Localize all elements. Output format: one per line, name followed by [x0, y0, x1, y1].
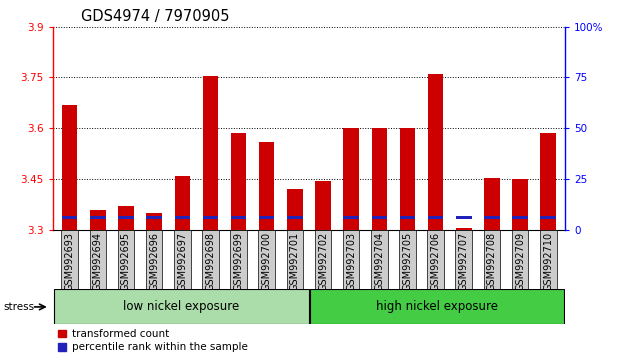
Bar	[90, 216, 106, 219]
Text: GSM992696: GSM992696	[149, 232, 159, 291]
Bar	[147, 216, 162, 219]
Bar	[371, 128, 387, 230]
Bar	[147, 213, 162, 230]
Bar	[315, 181, 331, 230]
Bar	[371, 216, 387, 219]
Bar	[428, 74, 443, 230]
Text: GSM992704: GSM992704	[374, 232, 384, 291]
Text: GSM992706: GSM992706	[430, 232, 441, 291]
Bar	[400, 216, 415, 219]
Bar	[286, 230, 303, 289]
Bar	[117, 230, 134, 289]
Bar	[230, 230, 247, 289]
Bar	[175, 176, 190, 230]
Bar	[427, 230, 444, 289]
Bar	[456, 228, 471, 230]
Bar	[61, 230, 78, 289]
Text: GSM992698: GSM992698	[206, 232, 215, 291]
Text: GSM992701: GSM992701	[290, 232, 300, 291]
Bar	[343, 216, 359, 219]
Bar	[371, 230, 388, 289]
Bar	[202, 76, 218, 230]
Bar	[512, 179, 528, 230]
Bar	[399, 230, 416, 289]
Bar	[202, 216, 218, 219]
Bar	[89, 230, 106, 289]
Text: GSM992695: GSM992695	[121, 232, 131, 291]
Bar	[540, 133, 556, 230]
Bar	[343, 128, 359, 230]
Bar	[484, 216, 500, 219]
Bar	[90, 210, 106, 230]
Bar	[400, 128, 415, 230]
Bar	[146, 230, 163, 289]
Bar	[259, 142, 274, 230]
Bar	[287, 216, 302, 219]
Text: GSM992702: GSM992702	[318, 232, 328, 291]
Bar	[512, 230, 528, 289]
Bar	[231, 133, 247, 230]
Bar	[512, 216, 528, 219]
Bar	[310, 289, 564, 324]
Text: stress: stress	[3, 302, 34, 312]
Bar	[231, 216, 247, 219]
Bar	[484, 177, 500, 230]
Bar	[62, 216, 78, 219]
Text: GSM992707: GSM992707	[459, 232, 469, 291]
Bar	[540, 216, 556, 219]
Bar	[175, 216, 190, 219]
Bar	[54, 289, 309, 324]
Text: GSM992699: GSM992699	[233, 232, 243, 291]
Text: low nickel exposure: low nickel exposure	[124, 300, 240, 313]
Bar	[259, 216, 274, 219]
Legend: transformed count, percentile rank within the sample: transformed count, percentile rank withi…	[58, 329, 247, 352]
Bar	[484, 230, 501, 289]
Text: high nickel exposure: high nickel exposure	[376, 300, 498, 313]
Bar	[428, 216, 443, 219]
Text: GSM992700: GSM992700	[261, 232, 272, 291]
Text: GSM992693: GSM992693	[65, 232, 75, 291]
Text: GDS4974 / 7970905: GDS4974 / 7970905	[81, 9, 229, 24]
Bar	[62, 104, 78, 230]
Bar	[174, 230, 191, 289]
Text: GSM992703: GSM992703	[346, 232, 356, 291]
Bar	[202, 230, 219, 289]
Bar	[258, 230, 275, 289]
Text: GSM992694: GSM992694	[93, 232, 103, 291]
Bar	[118, 206, 134, 230]
Text: GSM992697: GSM992697	[177, 232, 188, 291]
Bar	[118, 216, 134, 219]
Bar	[343, 230, 360, 289]
Bar	[540, 230, 556, 289]
Text: GSM992705: GSM992705	[402, 232, 412, 291]
Bar	[456, 216, 471, 219]
Bar	[287, 189, 302, 230]
Text: GSM992710: GSM992710	[543, 232, 553, 291]
Text: GSM992709: GSM992709	[515, 232, 525, 291]
Bar	[315, 230, 332, 289]
Text: GSM992708: GSM992708	[487, 232, 497, 291]
Bar	[455, 230, 472, 289]
